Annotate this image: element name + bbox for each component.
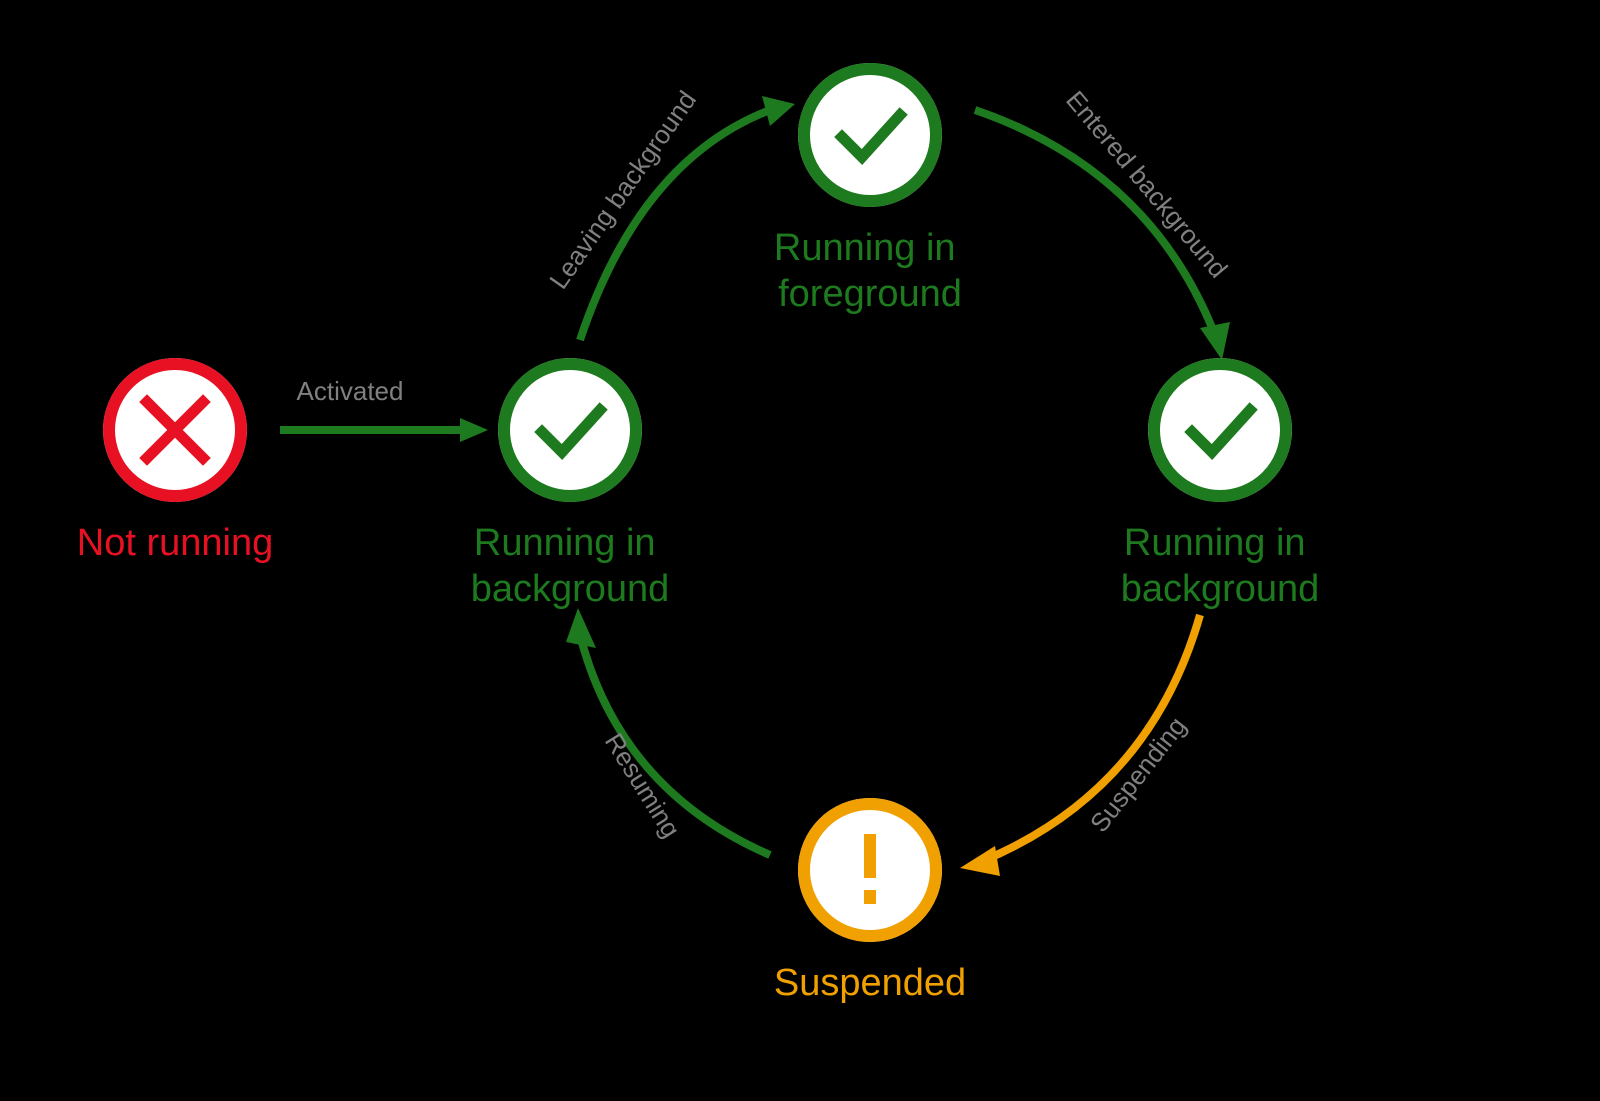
node-label-running-background-left: Running in background	[471, 522, 670, 610]
node-label-suspended: Suspended	[774, 962, 966, 1004]
edge-label-entered-background: Entered background	[1060, 85, 1234, 284]
edge-activated: Activated	[280, 376, 488, 442]
edge-resuming: Resuming	[566, 608, 770, 855]
edge-label-suspending: Suspending	[1084, 711, 1192, 838]
edge-entered-background: Entered background	[975, 85, 1234, 360]
exclaim-icon	[864, 834, 876, 904]
node-suspended: Suspended	[774, 798, 966, 1004]
node-label-running-background-right: Running in background	[1121, 522, 1320, 610]
edge-label-activated: Activated	[297, 376, 404, 406]
node-running-background-right: Running in background	[1121, 358, 1320, 610]
node-running-foreground: Running in foreground	[774, 63, 966, 315]
node-label-not-running: Not running	[77, 522, 273, 564]
app-lifecycle-diagram: Activated Leaving background Entered bac…	[0, 0, 1600, 1101]
node-not-running: Not running	[77, 358, 273, 564]
edge-label-leaving-background: Leaving background	[543, 85, 702, 294]
edge-suspending: Suspending	[960, 615, 1200, 876]
edge-leaving-background: Leaving background	[543, 85, 795, 340]
node-running-background-left: Running in background	[471, 358, 670, 610]
node-label-running-foreground: Running in foreground	[774, 227, 966, 315]
edge-label-resuming: Resuming	[599, 728, 686, 843]
